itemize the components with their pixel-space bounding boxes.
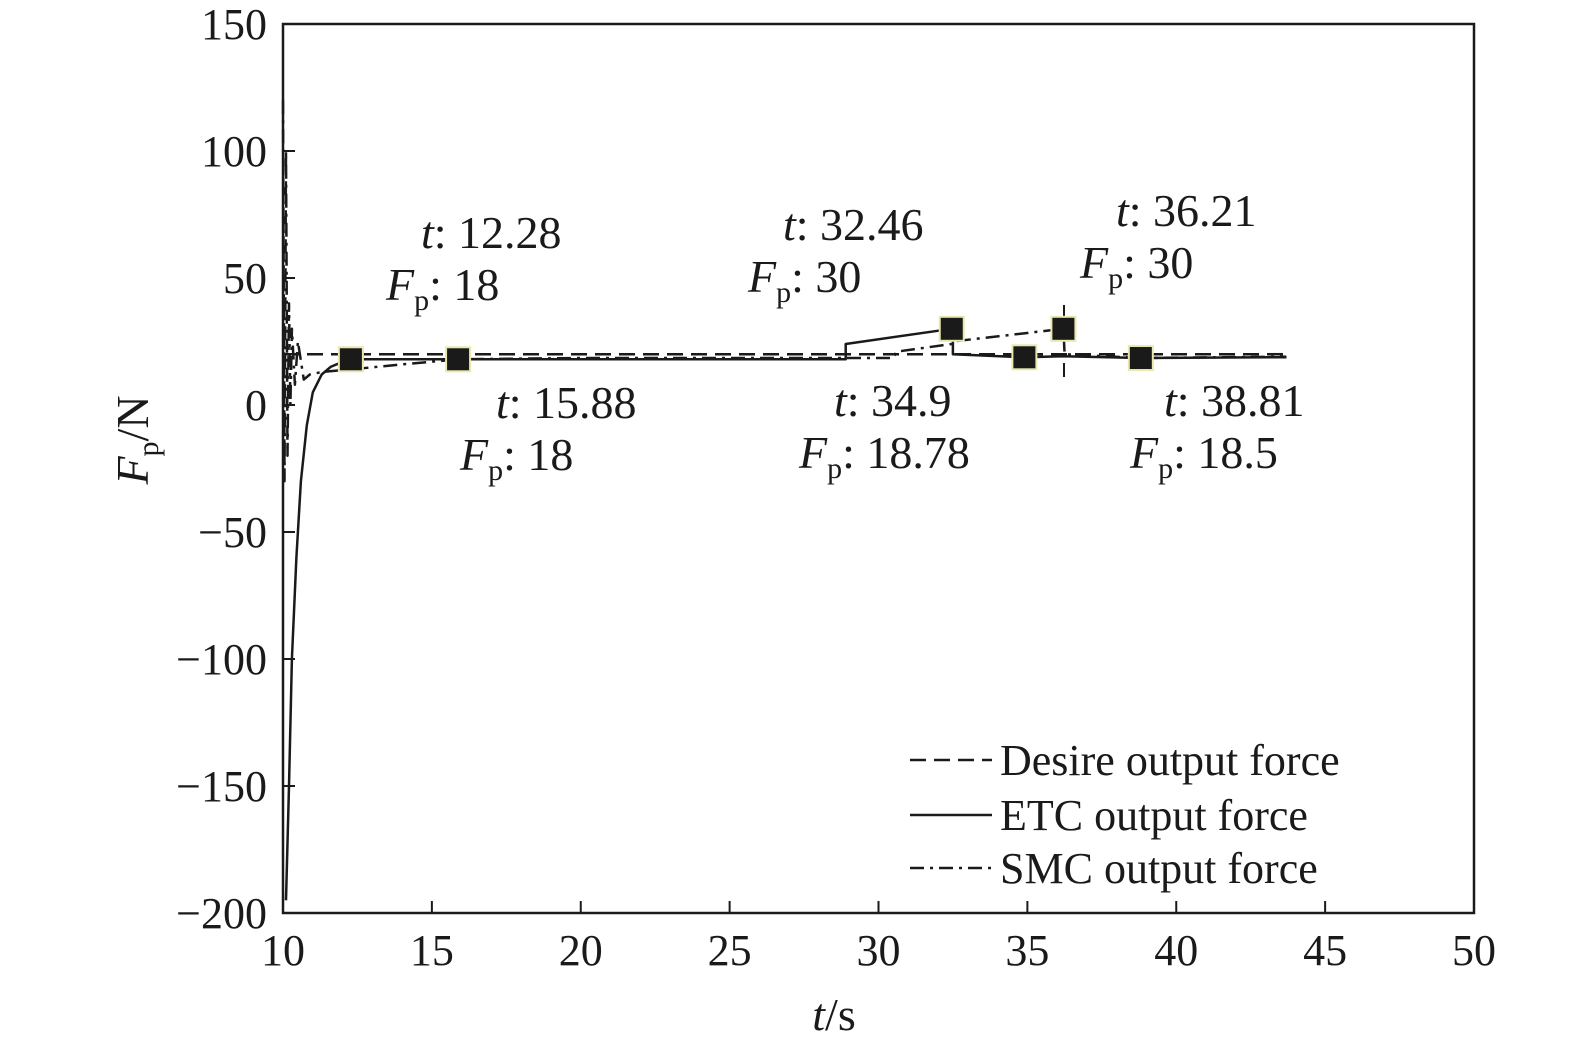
y-tick-label: −100: [176, 635, 267, 684]
data-marker: [1050, 315, 1077, 342]
data-marker: [1011, 344, 1038, 371]
annotation-36-21: t: 36.21 Fp: 30: [1079, 185, 1257, 295]
series-layer: [281, 100, 1287, 901]
y-tick-label: 150: [201, 0, 267, 49]
annotation-34-9: t: 34.9 Fp: 18.78: [798, 375, 970, 485]
svg-text:t: 38.81: t: 38.81: [1164, 375, 1305, 426]
x-axis-ticks: 10 15 20 25 30 35 40 45 50: [261, 901, 1496, 975]
data-marker: [1127, 345, 1154, 372]
x-tick-label: 10: [261, 926, 305, 975]
svg-text:t: 32.46: t: 32.46: [783, 199, 924, 250]
svg-text:Fp: 30: Fp: 30: [747, 251, 861, 309]
svg-text:Fp: 18.78: Fp: 18.78: [798, 427, 970, 485]
y-tick-label: −150: [176, 762, 267, 811]
x-tick-label: 30: [857, 926, 901, 975]
data-marker: [337, 346, 364, 373]
data-marker: [445, 346, 472, 373]
x-tick-label: 25: [708, 926, 752, 975]
legend-label-desire: Desire output force: [1000, 736, 1340, 785]
y-tick-label: 100: [201, 127, 267, 176]
annotation-32-46: t: 32.46 Fp: 30: [747, 199, 924, 309]
svg-text:Fp: 18: Fp: 18: [459, 429, 573, 487]
svg-text:t: 34.9: t: 34.9: [834, 375, 952, 426]
data-marker: [938, 315, 965, 342]
x-tick-label: 45: [1303, 926, 1347, 975]
x-axis-title: t/s: [812, 989, 855, 1040]
x-tick-label: 20: [559, 926, 603, 975]
markers-layer: [337, 315, 1154, 373]
annotation-38-81: t: 38.81 Fp: 18.5: [1129, 375, 1305, 485]
annotation-15-88: t: 15.88 Fp: 18: [459, 377, 637, 487]
annotation-12-28: t: 12.28 Fp: 18: [385, 207, 562, 317]
svg-text:t: 12.28: t: 12.28: [421, 207, 562, 258]
series-line-3: [281, 100, 1287, 483]
svg-text:t: 15.88: t: 15.88: [496, 377, 637, 428]
x-tick-label: 15: [410, 926, 454, 975]
legend-label-smc: SMC output force: [1000, 844, 1318, 893]
svg-text:t: 36.21: t: 36.21: [1116, 185, 1257, 236]
y-axis-title: Fp/N: [107, 395, 165, 485]
y-tick-label: −200: [176, 889, 267, 938]
series-line-2: [284, 327, 1287, 901]
svg-text:Fp: 18.5: Fp: 18.5: [1129, 427, 1278, 485]
svg-text:Fp: 30: Fp: 30: [1079, 237, 1193, 295]
x-tick-label: 50: [1452, 926, 1496, 975]
y-tick-label: 0: [245, 381, 267, 430]
legend-label-etc: ETC output force: [1000, 791, 1308, 840]
x-tick-label: 35: [1005, 926, 1049, 975]
y-tick-label: −50: [198, 508, 267, 557]
y-axis-ticks: 150 100 50 0 −50 −100 −150 −200: [176, 0, 295, 938]
y-tick-label: 50: [223, 254, 267, 303]
legend: Desire output force ETC output force SMC…: [910, 736, 1340, 893]
svg-text:Fp: 18: Fp: 18: [385, 259, 499, 317]
x-tick-label: 40: [1154, 926, 1198, 975]
